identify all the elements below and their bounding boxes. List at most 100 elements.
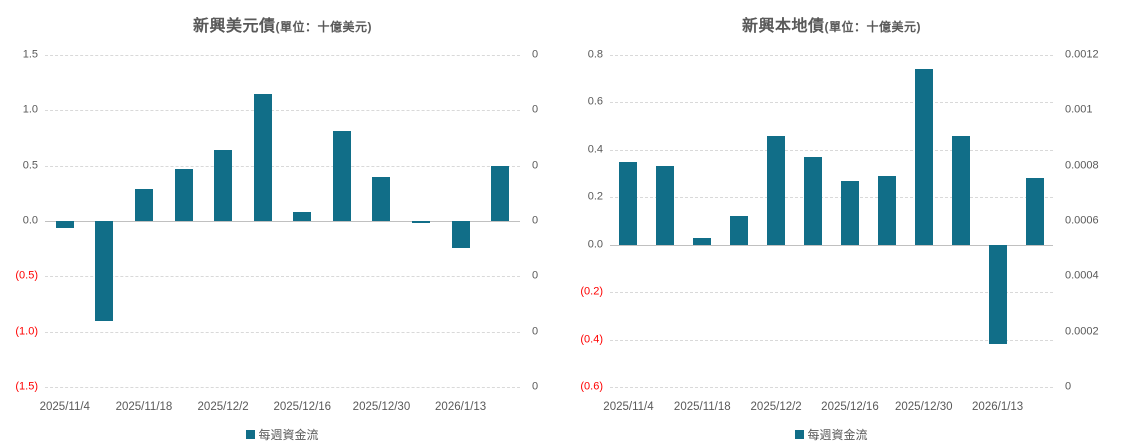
legend-marker-icon bbox=[246, 429, 256, 439]
plot-area bbox=[610, 55, 1053, 388]
x-tick-label: 2025/12/30 bbox=[352, 401, 411, 413]
y-left-tick-label: 0.5 bbox=[22, 159, 38, 172]
y-axis-right: 0.0012 0.001 0.0008 0.0006 0.0004 0.0002 0 bbox=[1053, 49, 1121, 392]
y-axis-left: 1.5 1.0 0.5 0.0 (0.5) (1.0) (1.5) bbox=[0, 49, 45, 392]
bar bbox=[656, 166, 675, 245]
y-left-tick-label: 0.0 bbox=[587, 238, 603, 251]
y-left-tick-label: 0.6 bbox=[587, 95, 603, 108]
x-axis: 2025/11/4 2025/11/18 2025/12/2 2025/12/16 20… bbox=[603, 399, 1053, 415]
gridline bbox=[610, 55, 1053, 56]
x-tick-label: 2026/1/13 bbox=[435, 401, 487, 413]
chart-emerging-local-bond: 新興本地債(單位：十億美元) 0.8 0.6 0.4 0.2 0.0 (0.2) (0.4)… bbox=[560, 0, 1121, 448]
bar bbox=[840, 180, 859, 245]
y-left-tick-label: 0.4 bbox=[587, 143, 603, 156]
gridline bbox=[610, 292, 1053, 294]
gridline bbox=[45, 55, 520, 56]
y-right-tick-label: 0 bbox=[532, 159, 539, 172]
y-right-tick-label: 0.0008 bbox=[1065, 159, 1099, 172]
bar bbox=[134, 188, 153, 221]
x-tick-label: 2025/11/4 bbox=[603, 401, 654, 413]
gridline bbox=[45, 276, 520, 278]
x-tick-label: 2026/1/13 bbox=[972, 401, 1024, 413]
chart-title-unit: (單位：十億美元) bbox=[275, 20, 372, 34]
bar bbox=[55, 221, 74, 228]
gridline bbox=[610, 102, 1053, 104]
x-tick-label: 2025/11/4 bbox=[39, 401, 90, 413]
y-right-tick-label: 0.001 bbox=[1065, 103, 1093, 116]
y-left-tick-label: (1.5) bbox=[15, 380, 38, 393]
gridline bbox=[610, 339, 1053, 341]
y-right-tick-label: 0 bbox=[532, 48, 539, 61]
bar bbox=[214, 150, 233, 221]
gridline bbox=[610, 149, 1053, 151]
y-axis-left: 0.8 0.6 0.4 0.2 0.0 (0.2) (0.4) (0.6) bbox=[560, 49, 610, 392]
bar bbox=[767, 135, 786, 245]
y-left-tick-label: 0.0 bbox=[22, 214, 38, 227]
bar bbox=[619, 161, 638, 245]
bar bbox=[914, 69, 933, 245]
y-right-tick-label: 0 bbox=[532, 269, 539, 282]
chart-title: 新興本地債(單位：十億美元) bbox=[610, 12, 1053, 36]
y-axis-right: 0 0 0 0 0 0 0 bbox=[520, 49, 560, 392]
x-tick-label: 2025/12/2 bbox=[197, 401, 249, 413]
x-tick-label: 2025/12/30 bbox=[895, 401, 953, 413]
x-axis: 2025/11/4 2025/11/18 2025/12/2 2025/12/16 20… bbox=[40, 399, 520, 415]
bar bbox=[693, 237, 712, 245]
bar bbox=[372, 176, 391, 221]
x-tick-label: 2025/12/16 bbox=[273, 401, 332, 413]
chart-title-unit: (單位：十億美元) bbox=[824, 20, 921, 34]
bar bbox=[877, 175, 896, 245]
bar bbox=[95, 221, 114, 321]
gridline bbox=[45, 110, 520, 112]
chart-title-text: 新興本地債 bbox=[741, 18, 825, 35]
chart-emerging-usd-bond: 新興美元債(單位：十億美元) 1.5 1.0 0.5 0.0 (0.5) (1.0) (1.… bbox=[0, 0, 560, 448]
bar bbox=[174, 168, 193, 221]
gridline bbox=[45, 331, 520, 333]
y-left-tick-label: (1.0) bbox=[15, 325, 38, 338]
y-left-tick-label: 1.0 bbox=[22, 103, 38, 116]
gridline bbox=[610, 197, 1053, 199]
x-tick-label: 2025/12/2 bbox=[750, 401, 802, 413]
y-right-tick-label: 0 bbox=[532, 103, 539, 116]
zero-axis-line bbox=[45, 221, 520, 222]
y-left-tick-label: (0.2) bbox=[580, 285, 603, 298]
chart-title-text: 新興美元債 bbox=[192, 18, 276, 35]
y-right-tick-label: 0.0006 bbox=[1065, 214, 1099, 227]
y-left-tick-label: 1.5 bbox=[22, 48, 38, 61]
gridline bbox=[45, 387, 520, 388]
zero-axis-line bbox=[610, 244, 1053, 246]
y-left-tick-label: (0.6) bbox=[580, 380, 603, 393]
legend-marker-icon bbox=[795, 429, 805, 439]
bar bbox=[491, 165, 510, 221]
x-tick-label: 2025/12/16 bbox=[821, 401, 879, 413]
bar bbox=[1025, 178, 1044, 245]
y-left-tick-label: (0.5) bbox=[15, 269, 38, 282]
y-right-tick-label: 0 bbox=[532, 325, 539, 338]
y-right-tick-label: 0 bbox=[532, 214, 539, 227]
x-tick-label: 2025/11/18 bbox=[115, 401, 173, 413]
bar bbox=[293, 212, 312, 221]
legend-label: 每週資金流 bbox=[807, 427, 868, 442]
legend-label: 每週資金流 bbox=[258, 427, 319, 442]
x-tick-label: 2025/11/18 bbox=[673, 401, 731, 413]
y-right-tick-label: 0.0002 bbox=[1065, 325, 1099, 338]
y-right-tick-label: 0.0012 bbox=[1065, 48, 1099, 61]
bar bbox=[988, 244, 1007, 345]
bar bbox=[253, 93, 272, 221]
legend: 每週資金流 bbox=[610, 426, 1053, 442]
plot-area bbox=[45, 55, 520, 388]
y-left-tick-label: (0.4) bbox=[580, 333, 603, 346]
gridline bbox=[610, 387, 1053, 388]
y-left-tick-label: 0.2 bbox=[587, 190, 603, 203]
y-right-tick-label: 0 bbox=[1065, 380, 1072, 393]
bar bbox=[730, 216, 749, 245]
bar bbox=[451, 221, 470, 248]
bar bbox=[804, 156, 823, 245]
bar bbox=[412, 221, 431, 224]
bar bbox=[332, 131, 351, 221]
bar bbox=[951, 135, 970, 245]
chart-title: 新興美元債(單位：十億美元) bbox=[45, 12, 520, 36]
gridline bbox=[45, 165, 520, 167]
legend: 每週資金流 bbox=[45, 426, 520, 442]
